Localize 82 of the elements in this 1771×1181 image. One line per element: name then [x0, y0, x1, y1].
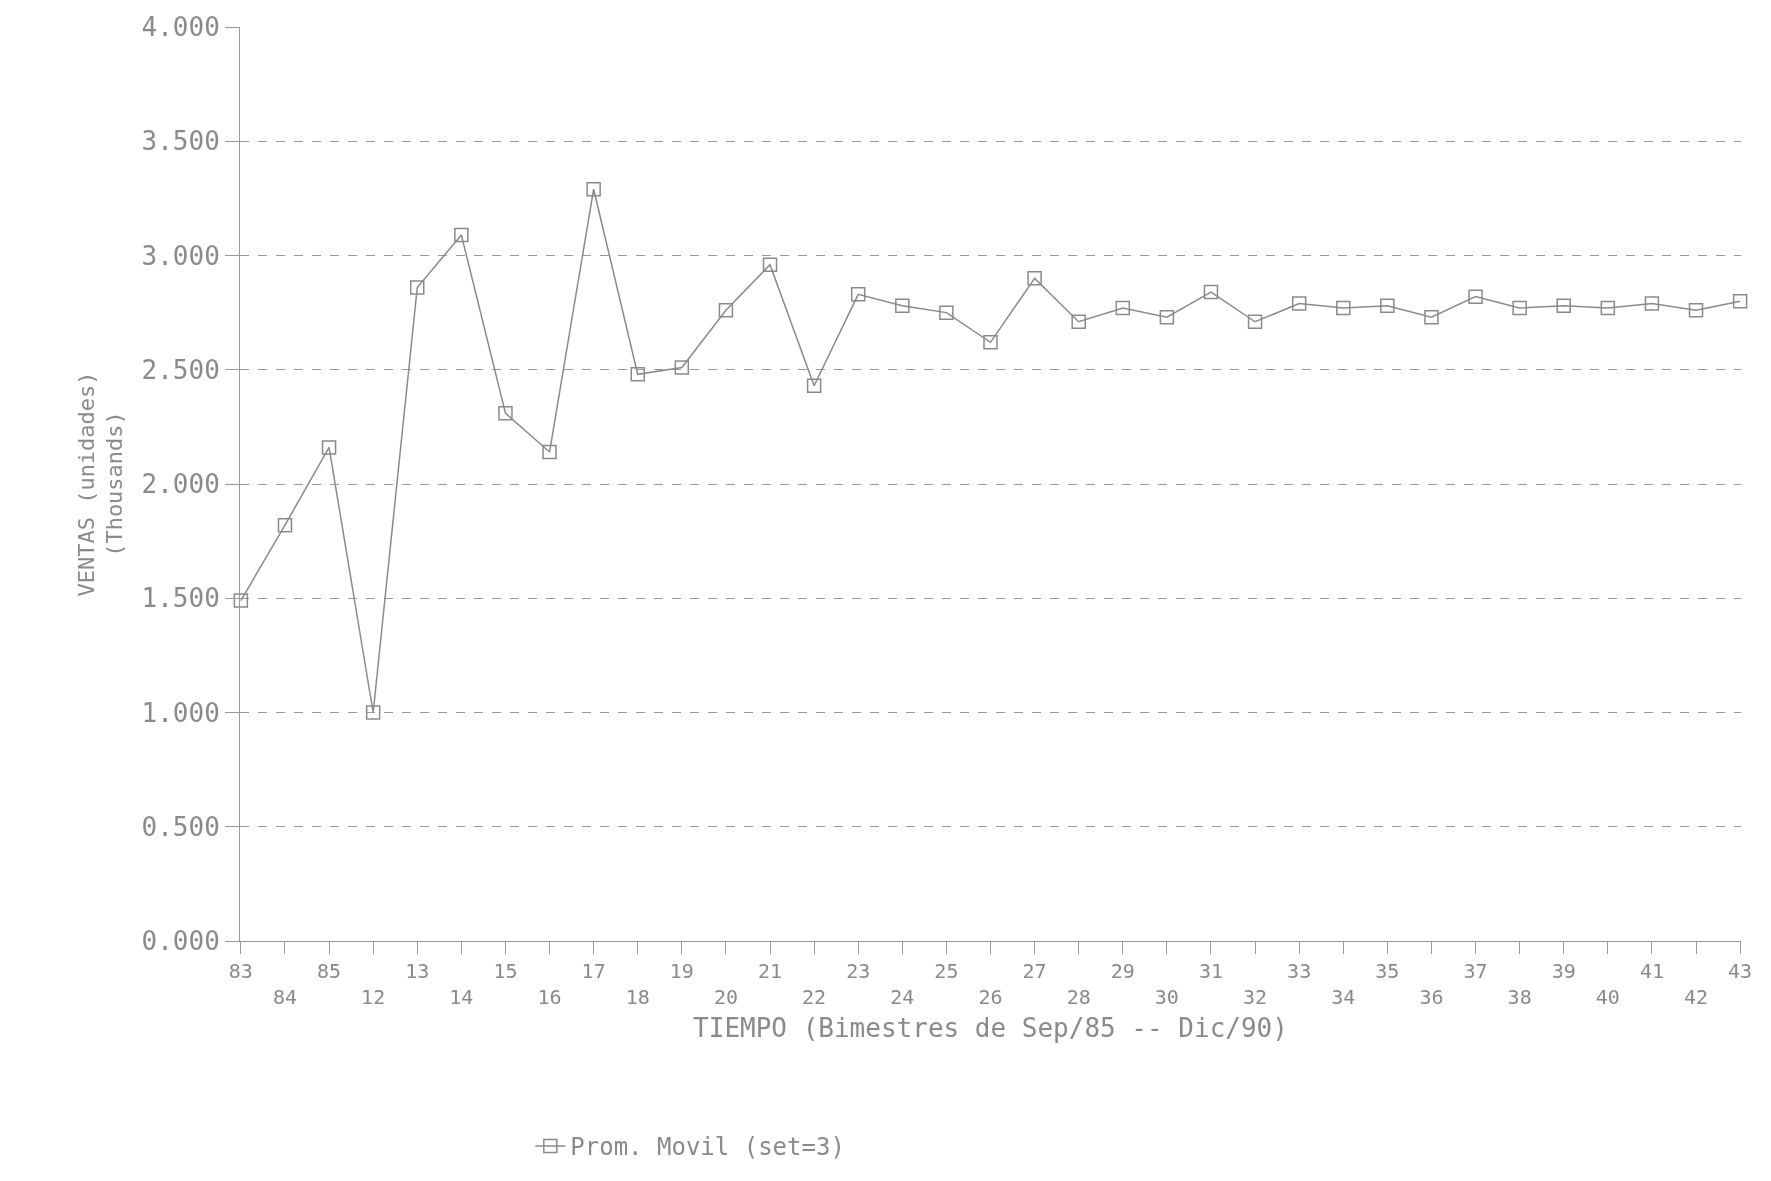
x-tick-label: 41 [1639, 959, 1664, 983]
point [1115, 300, 1131, 316]
x-tick-label: 35 [1375, 959, 1400, 983]
point [1159, 309, 1175, 325]
x-tick-label: 17 [581, 959, 606, 983]
x-tick-label: 22 [802, 985, 827, 1009]
x-tick-label: 15 [493, 959, 518, 983]
point [1644, 296, 1660, 311]
y-tick-label: 3.500 [141, 126, 220, 157]
y-axis-title: VENTAS (unidades) (Thousands) [73, 371, 128, 597]
point [586, 181, 601, 197]
x-tick-label: 33 [1287, 959, 1312, 983]
x-tick-label: 25 [934, 959, 959, 983]
x-tick-label: 29 [1110, 959, 1135, 983]
point [498, 405, 513, 421]
point [542, 444, 557, 460]
y-tick-label: 4.000 [141, 12, 220, 43]
point [1512, 300, 1527, 316]
point [233, 593, 249, 608]
point [1600, 300, 1616, 316]
x-tick-label: 31 [1198, 959, 1224, 983]
point [718, 303, 734, 318]
point [1336, 300, 1351, 316]
point [674, 360, 690, 375]
point [321, 440, 337, 455]
point [895, 298, 910, 314]
x-tick-label: 26 [978, 985, 1003, 1009]
x-tick-label: 32 [1243, 985, 1268, 1009]
point [1247, 314, 1263, 330]
x-tick-label: 28 [1066, 985, 1091, 1009]
point [630, 367, 645, 382]
point [1468, 289, 1483, 304]
point [806, 378, 822, 393]
x-tick-label: 21 [757, 959, 783, 983]
x-tick-label: 42 [1683, 985, 1709, 1009]
x-tick-label: 84 [272, 985, 298, 1009]
x-tick-label: 43 [1728, 959, 1753, 983]
x-tick-label: 16 [537, 985, 562, 1009]
x-tick-label: 27 [1022, 959, 1047, 983]
point [1027, 271, 1042, 286]
legend-label: Prom. Movil (set=3) [570, 1133, 845, 1162]
point [1688, 303, 1704, 318]
point [850, 287, 866, 302]
y-tick-label: 2.500 [141, 354, 220, 385]
y-tick-label: 1.000 [141, 697, 220, 728]
y-tick-label: 3.000 [141, 240, 220, 271]
x-tick-label: 13 [405, 959, 430, 983]
point [1556, 298, 1571, 314]
point [983, 335, 998, 350]
x-axis-title: TIEMPO (Bimestres de Sep/85 -- Dic/90) [693, 1012, 1288, 1043]
x-tick-label: 12 [361, 985, 386, 1009]
y-tick-label: 2.000 [141, 469, 220, 500]
x-tick-label: 83 [228, 959, 253, 983]
x-tick-label: 39 [1551, 959, 1576, 983]
x-tick-label: 38 [1507, 985, 1532, 1009]
x-tick-label: 20 [713, 985, 738, 1009]
point [454, 227, 469, 243]
x-tick-label: 24 [890, 985, 915, 1009]
x-tick-label: 37 [1463, 959, 1488, 983]
y-tick-label: 0.000 [141, 926, 220, 957]
point [1291, 296, 1307, 311]
y-tick-label: 0.500 [141, 811, 220, 842]
point [410, 280, 425, 295]
point [1732, 293, 1748, 309]
x-tick-label: 34 [1331, 985, 1356, 1009]
point [365, 705, 381, 720]
x-tick-label: 23 [846, 959, 871, 983]
y-tick-label: 1.500 [141, 583, 220, 614]
x-tick-label: 36 [1419, 985, 1444, 1009]
point [1071, 314, 1086, 330]
x-tick-label: 40 [1595, 985, 1620, 1009]
x-tick-label: 19 [669, 959, 694, 983]
point [277, 517, 293, 533]
x-tick-label: 18 [625, 985, 650, 1009]
point [762, 257, 778, 272]
x-tick-label: 30 [1154, 985, 1179, 1009]
point [939, 305, 954, 320]
x-tick-label: 85 [317, 959, 342, 983]
point [1203, 284, 1219, 300]
point [1424, 309, 1439, 325]
x-tick-label: 14 [449, 985, 474, 1009]
point [1380, 298, 1395, 314]
